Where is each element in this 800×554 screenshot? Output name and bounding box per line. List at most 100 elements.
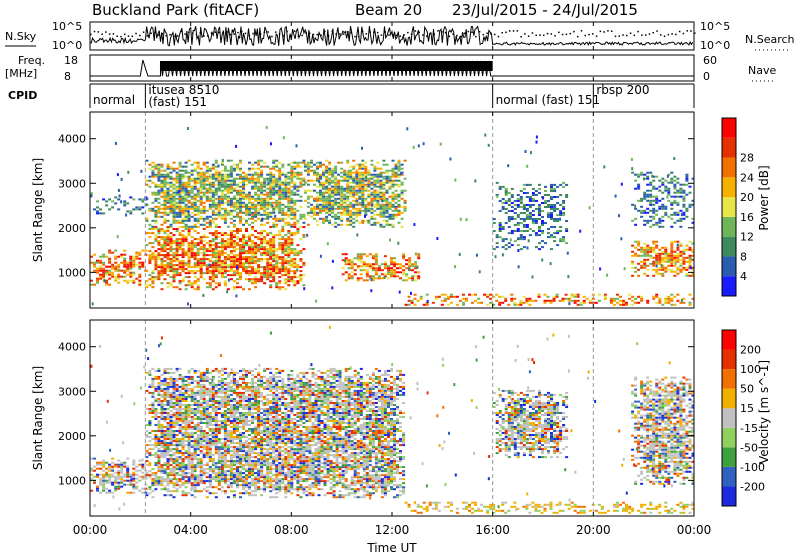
data-cell (559, 238, 563, 241)
data-cell (196, 209, 200, 212)
data-cell (242, 191, 245, 194)
data-cell (397, 203, 401, 206)
data-cell (138, 475, 142, 478)
data-cell (129, 263, 133, 266)
data-cell (254, 236, 258, 239)
data-cell (214, 193, 218, 196)
data-cell (313, 197, 316, 200)
data-cell (400, 167, 404, 170)
speckle-cell (535, 135, 538, 139)
data-cell (172, 393, 176, 396)
data-cell (337, 215, 341, 218)
data-cell (263, 205, 267, 208)
data-cell (269, 201, 273, 204)
data-cell (181, 201, 185, 204)
data-cell (163, 464, 167, 467)
data-cell (510, 187, 514, 190)
data-cell (248, 238, 251, 241)
data-cell (96, 475, 99, 478)
data-cell (431, 301, 435, 304)
data-cell (325, 159, 329, 162)
data-cell (178, 179, 182, 182)
data-cell (658, 248, 662, 251)
data-cell (361, 159, 365, 162)
data-cell (504, 194, 508, 196)
data-cell (157, 165, 161, 168)
data-cell (208, 215, 212, 218)
data-cell (443, 299, 447, 302)
data-cell (313, 205, 316, 208)
data-cell (364, 187, 368, 190)
data-cell (248, 181, 251, 184)
data-cell (196, 219, 200, 222)
data-cell (145, 159, 149, 162)
data-cell (347, 267, 351, 270)
data-cell (637, 295, 641, 298)
data-cell (163, 191, 167, 194)
data-cell (306, 169, 310, 172)
data-cell (141, 198, 145, 201)
data-cell (343, 195, 347, 198)
data-cell (362, 265, 366, 268)
data-cell (169, 248, 173, 251)
speckle-cell (620, 237, 623, 241)
data-cell (287, 215, 291, 218)
data-cell (367, 207, 371, 210)
data-cell (166, 252, 170, 255)
data-cell (370, 211, 374, 214)
data-cell (154, 191, 158, 194)
data-cell (163, 203, 167, 206)
data-cell (504, 212, 508, 214)
data-cell (522, 204, 526, 206)
data-cell (670, 303, 674, 306)
data-cell (172, 408, 176, 410)
data-cell (655, 246, 659, 249)
speckle-cell (549, 262, 552, 266)
data-cell (658, 254, 662, 257)
data-cell (105, 487, 109, 490)
nsearch-dot (475, 35, 477, 38)
data-cell (281, 195, 285, 198)
data-cell (652, 250, 656, 253)
data-cell (284, 288, 288, 291)
data-cell (296, 244, 300, 247)
data-cell (667, 260, 671, 263)
data-cell (178, 418, 182, 420)
data-cell (394, 179, 398, 182)
data-cell (108, 479, 112, 482)
data-cell (175, 367, 179, 370)
data-cell (160, 393, 164, 396)
data-cell (522, 301, 526, 304)
data-cell (151, 474, 155, 477)
data-cell (178, 226, 182, 228)
data-cell (365, 279, 369, 282)
data-cell (151, 219, 155, 222)
power-cells (90, 112, 695, 308)
data-cell (316, 179, 319, 182)
data-cell (208, 219, 212, 222)
data-cell (220, 185, 224, 188)
data-cell (257, 260, 261, 263)
data-cell (190, 256, 194, 259)
nsearch-dot (550, 33, 553, 35)
nsearch-dot (527, 35, 530, 37)
data-cell (550, 226, 553, 228)
data-cell (254, 199, 258, 202)
data-cell (343, 197, 347, 200)
data-cell (373, 199, 377, 202)
data-cell (151, 209, 155, 212)
data-cell (184, 240, 188, 243)
data-cell (652, 295, 656, 298)
data-cell (205, 242, 209, 245)
data-cell (334, 215, 338, 218)
data-cell (325, 217, 329, 220)
data-cell (290, 175, 294, 178)
data-cell (102, 267, 106, 270)
data-cell (99, 273, 103, 276)
data-cell (181, 256, 185, 259)
data-cell (519, 206, 523, 208)
data-cell (202, 211, 206, 214)
data-cell (236, 286, 239, 289)
data-cell (172, 426, 176, 428)
data-cell (190, 163, 194, 166)
